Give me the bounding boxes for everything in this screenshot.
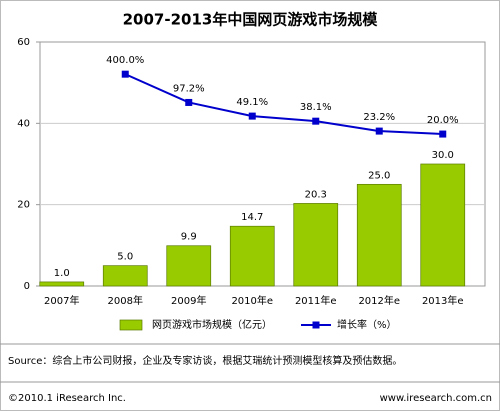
copyright: ©2010.1 iResearch Inc. bbox=[8, 393, 126, 404]
source-note: Source：综合上市公司财报，企业及专家访谈，根据艾瑞统计预测模型核算及预估数… bbox=[8, 354, 402, 367]
bar bbox=[356, 183, 402, 287]
marker bbox=[375, 127, 383, 135]
data-label: 9.9 bbox=[181, 232, 197, 243]
chart-title: 2007-2013年中国网页游戏市场规模 bbox=[123, 11, 379, 29]
x-tick-label: 2010年e bbox=[231, 294, 273, 307]
data-label: 38.1% bbox=[300, 102, 332, 113]
legend-swatch bbox=[312, 321, 320, 329]
bar bbox=[229, 225, 275, 287]
bar bbox=[39, 281, 85, 287]
x-tick-label: 2007年 bbox=[44, 294, 79, 307]
data-label: 400.0% bbox=[106, 55, 144, 66]
x-tick-label: 2008年 bbox=[108, 294, 143, 307]
marker bbox=[312, 117, 320, 125]
data-label: 30.0 bbox=[432, 150, 454, 161]
line bbox=[124, 73, 443, 136]
y-tick-label: 20 bbox=[17, 200, 30, 211]
data-label: 97.2% bbox=[173, 83, 205, 94]
bar bbox=[166, 245, 212, 287]
legend-label: 增长率（%） bbox=[337, 318, 397, 331]
data-label: 49.1% bbox=[236, 97, 268, 108]
data-label: 23.2% bbox=[363, 112, 395, 123]
data-label: 20.0% bbox=[427, 115, 459, 126]
legend-label: 网页游戏市场规模（亿元） bbox=[152, 318, 272, 331]
x-tick-label: 2012年e bbox=[358, 294, 400, 307]
data-label: 25.0 bbox=[368, 170, 390, 181]
y-tick-label: 40 bbox=[17, 118, 30, 129]
x-tick-label: 2011年e bbox=[295, 294, 337, 307]
bar bbox=[102, 265, 148, 287]
data-label: 14.7 bbox=[241, 212, 263, 223]
y-tick-label: 60 bbox=[17, 37, 30, 48]
data-label: 1.0 bbox=[54, 268, 70, 279]
data-label: 5.0 bbox=[117, 252, 133, 263]
bar bbox=[420, 163, 466, 287]
website: www.iresearch.com.cn bbox=[380, 393, 492, 404]
marker bbox=[248, 112, 256, 120]
marker bbox=[121, 70, 129, 78]
legend-swatch bbox=[119, 319, 143, 331]
data-label: 20.3 bbox=[305, 189, 327, 200]
bar bbox=[293, 203, 339, 287]
marker bbox=[439, 130, 447, 138]
x-tick-label: 2009年 bbox=[171, 294, 206, 307]
y-tick-label: 0 bbox=[24, 281, 30, 292]
x-tick-label: 2013年e bbox=[422, 294, 464, 307]
marker bbox=[185, 98, 193, 106]
